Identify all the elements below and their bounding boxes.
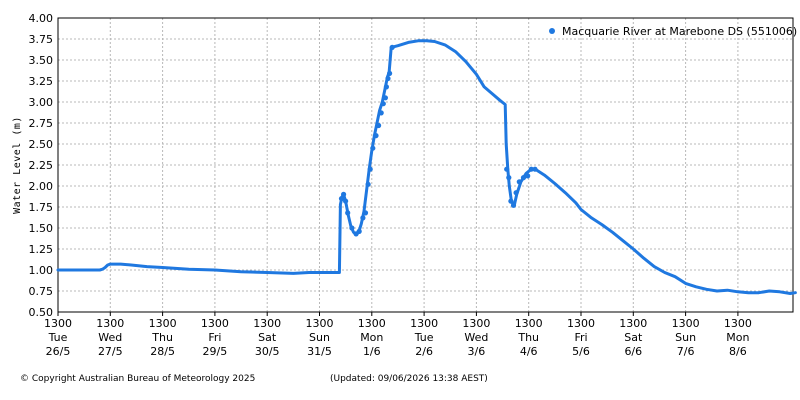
x-tick-label: Fri [208, 331, 221, 344]
series-layer [56, 39, 797, 295]
y-tick-label: 1.25 [29, 243, 54, 256]
x-tick-label: 1300 [253, 317, 281, 330]
y-tick-label: 2.00 [29, 180, 54, 193]
data-point [341, 191, 347, 197]
updated-timestamp: (Updated: 09/06/2026 13:38 AEST) [330, 374, 488, 384]
y-tick-label: 2.25 [29, 159, 54, 172]
plot-frame [57, 17, 794, 313]
y-tick-label: 3.50 [29, 54, 54, 67]
data-point [370, 145, 376, 151]
data-point [525, 173, 531, 179]
x-tick-label: Mon [726, 331, 749, 344]
y-tick-label: 1.50 [29, 222, 54, 235]
data-point [367, 166, 373, 172]
data-point [385, 75, 391, 82]
data-point [510, 202, 517, 208]
y-tick-label: 1.75 [29, 201, 54, 214]
data-point [376, 122, 382, 129]
x-tick-label: 1300 [149, 317, 177, 330]
x-tick-label: 7/6 [677, 345, 695, 358]
x-tick-label: 1300 [619, 317, 647, 330]
data-point [389, 44, 395, 51]
x-tick-label: 1/6 [363, 345, 381, 358]
data-point [532, 166, 538, 172]
y-tick-label: 0.50 [29, 306, 54, 319]
series-line [56, 39, 797, 295]
x-tick-label: 8/6 [729, 345, 747, 358]
x-tick-label: Tue [48, 331, 68, 344]
x-tick-label: Thu [151, 331, 173, 344]
x-tick-label: 29/5 [203, 345, 228, 358]
data-point [516, 179, 522, 185]
x-axis-ticks: 1300Tue26/51300Wed27/51300Thu28/51300Fri… [44, 312, 752, 358]
x-tick-label: 1300 [567, 317, 595, 330]
y-axis-title: Water Level (m) [12, 116, 23, 214]
data-point [365, 181, 371, 187]
x-tick-label: Mon [360, 331, 383, 344]
x-tick-label: 1300 [410, 317, 438, 330]
x-tick-label: 30/5 [255, 345, 280, 358]
legend-marker [549, 28, 555, 34]
x-tick-label: Wed [98, 331, 122, 344]
data-point [356, 228, 362, 234]
data-point [382, 95, 388, 101]
x-tick-label: 3/6 [468, 345, 486, 358]
y-tick-label: 1.00 [29, 264, 54, 277]
x-tick-label: 26/5 [46, 345, 71, 358]
y-tick-label: 3.75 [29, 33, 54, 46]
data-point [345, 210, 351, 216]
y-axis-ticks: 0.50 0.75 1.00 1.25 1.50 1.75 2.00 2.25 2.50 2.75… [29, 12, 54, 319]
legend-label: Macquarie River at Marebone DS (551006) [562, 25, 797, 38]
data-point [373, 133, 379, 139]
y-tick-label: 3.00 [29, 96, 54, 109]
x-tick-label: Fri [574, 331, 587, 344]
y-tick-label: 3.25 [29, 75, 54, 88]
y-tick-label: 0.75 [29, 285, 54, 298]
x-tick-label: 1300 [201, 317, 229, 330]
x-tick-label: Wed [464, 331, 488, 344]
x-tick-label: Sat [258, 331, 277, 344]
x-tick-label: Sat [624, 331, 643, 344]
x-tick-label: 5/6 [572, 345, 590, 358]
legend: Macquarie River at Marebone DS (551006) [549, 25, 797, 38]
x-tick-label: 1300 [96, 317, 124, 330]
data-point [520, 175, 527, 181]
data-point [349, 225, 355, 231]
data-point [380, 101, 386, 107]
data-point [383, 84, 389, 90]
data-point [338, 196, 345, 202]
copyright-text: © Copyright Australian Bureau of Meteoro… [20, 374, 256, 384]
data-point [506, 175, 512, 181]
data-point [508, 198, 514, 204]
data-point [528, 166, 534, 172]
x-tick-label: Sun [675, 331, 696, 344]
x-tick-label: 28/5 [150, 345, 175, 358]
data-point [378, 110, 384, 116]
x-tick-label: 1300 [358, 317, 386, 330]
data-point [343, 198, 349, 204]
x-tick-label: 6/6 [624, 345, 642, 358]
data-point [387, 70, 393, 76]
y-tick-label: 2.75 [29, 117, 54, 130]
x-tick-label: Tue [414, 331, 434, 344]
data-point [504, 166, 510, 172]
x-tick-label: 1300 [462, 317, 490, 330]
y-tick-label: 4.00 [29, 12, 54, 25]
x-tick-label: 1300 [515, 317, 543, 330]
data-point [362, 210, 369, 216]
data-point [360, 215, 366, 221]
x-tick-label: 2/6 [415, 345, 433, 358]
x-tick-label: Sun [309, 331, 330, 344]
x-tick-label: 1300 [44, 317, 72, 330]
y-tick-label: 2.50 [29, 138, 54, 151]
x-tick-label: 1300 [724, 317, 752, 330]
x-tick-label: 1300 [672, 317, 700, 330]
x-tick-label: 31/5 [307, 345, 332, 358]
x-tick-label: 4/6 [520, 345, 538, 358]
x-tick-label: Thu [517, 331, 539, 344]
x-tick-label: 27/5 [98, 345, 123, 358]
x-tick-label: 1300 [306, 317, 334, 330]
data-point [513, 190, 519, 196]
